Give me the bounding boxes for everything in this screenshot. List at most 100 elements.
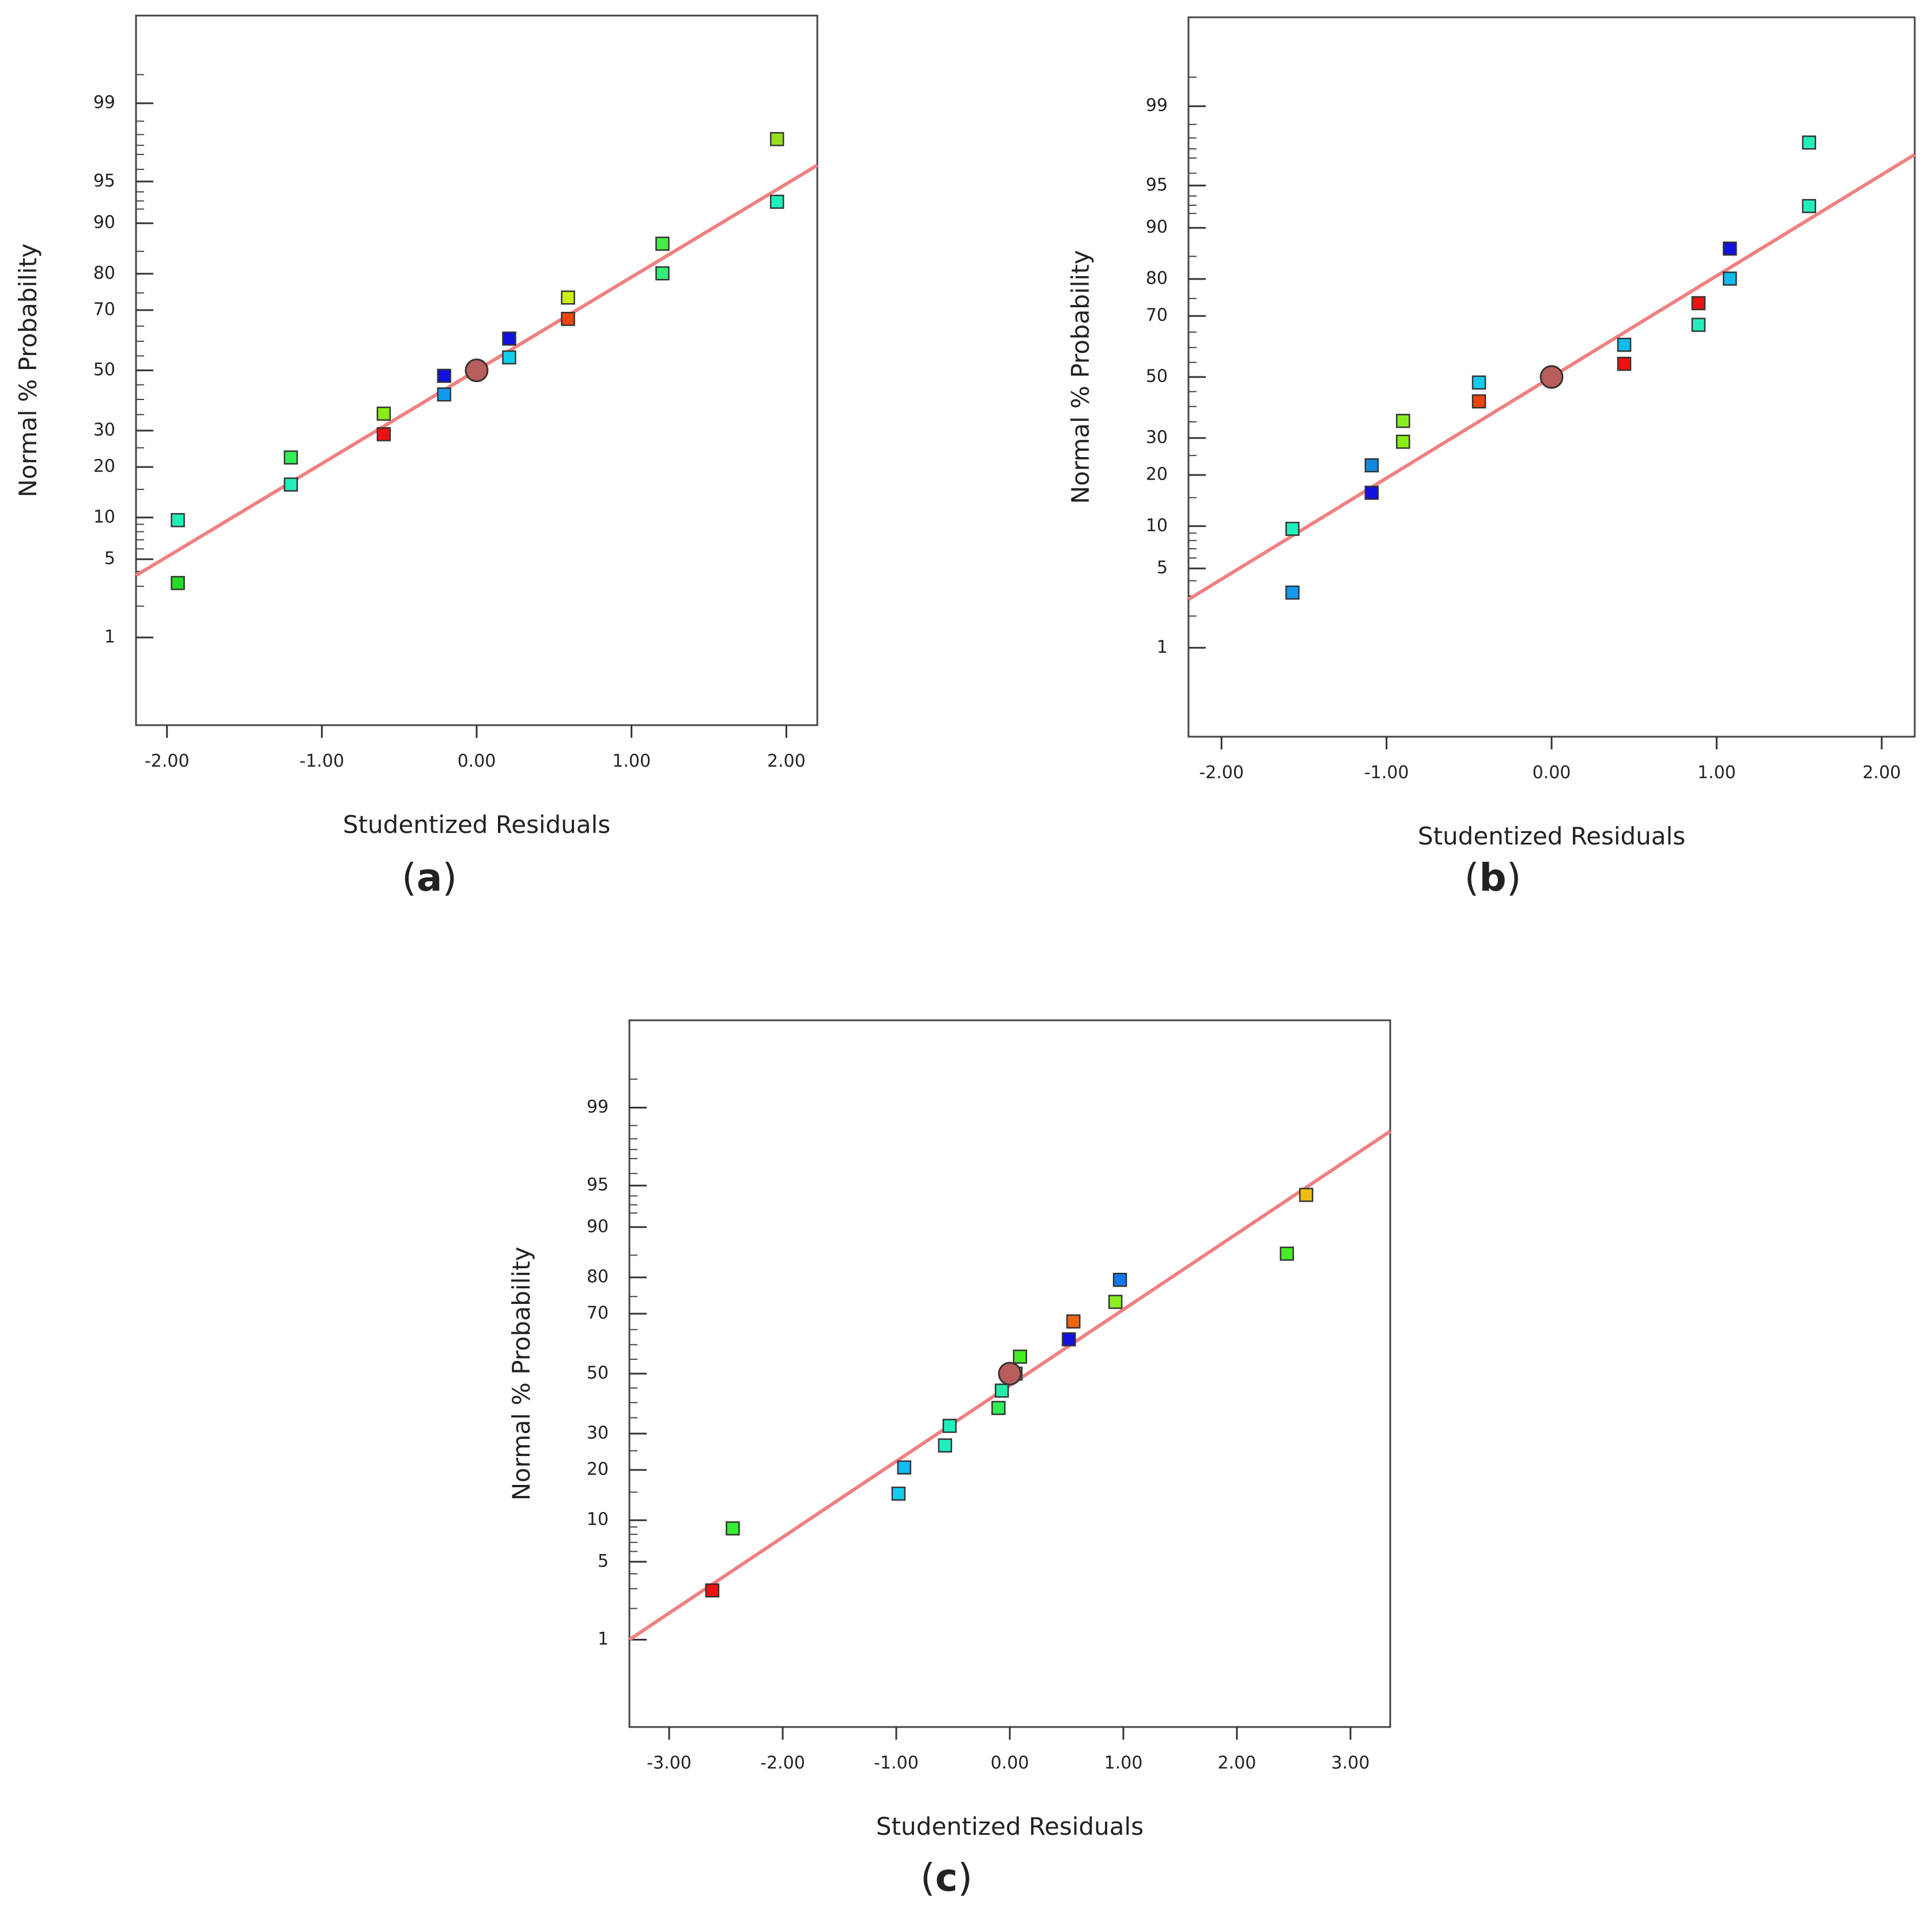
y-tick-label: 90 — [1146, 217, 1168, 237]
data-point — [284, 477, 298, 492]
panel-caption: (b) — [1465, 855, 1522, 900]
data-point — [284, 450, 298, 465]
x-tick-label: 2.00 — [767, 751, 806, 771]
y-tick-label: 95 — [1146, 175, 1168, 195]
data-point — [726, 1521, 740, 1536]
caption-paren-close: ) — [442, 855, 457, 900]
caption-paren-open: ( — [402, 855, 417, 900]
x-tick-label: -3.00 — [647, 1753, 692, 1773]
y-tick-label: 5 — [598, 1551, 609, 1571]
data-point — [769, 132, 784, 146]
data-point — [1280, 1246, 1294, 1261]
x-tick-label: 3.00 — [1331, 1753, 1370, 1773]
y-axis-title: Normal % Probability — [1066, 250, 1095, 504]
y-tick-label: 5 — [1157, 558, 1168, 578]
caption-paren-open: ( — [1465, 855, 1480, 900]
y-tick-label: 95 — [587, 1175, 609, 1195]
x-tick-label: 2.00 — [1218, 1753, 1256, 1773]
x-tick-label: 1.00 — [1104, 1753, 1143, 1773]
y-tick-label: 50 — [587, 1363, 609, 1383]
y-tick-label: 30 — [1146, 427, 1168, 447]
chart-panel-c: 1 5 10 20 30 50 70 80 90 95 99 -3.00 -2.00 -1.00 0.00 1… — [507, 1019, 1391, 1900]
centroid-marker — [998, 1362, 1022, 1386]
data-point — [1285, 522, 1300, 536]
y-axis-title: Normal % Probability — [14, 243, 42, 497]
data-point — [891, 1486, 906, 1501]
data-point — [1471, 375, 1486, 390]
y-tick-label: 80 — [1146, 269, 1168, 289]
data-point — [171, 513, 185, 527]
y-axis-title: Normal % Probability — [507, 1247, 535, 1501]
data-point — [1013, 1349, 1027, 1364]
data-point — [502, 331, 516, 346]
panel-caption: (c) — [920, 1856, 973, 1900]
x-tick-label: 0.00 — [991, 1753, 1029, 1773]
centroid-marker — [465, 359, 489, 382]
data-point — [705, 1583, 720, 1598]
caption-label: a — [417, 855, 443, 900]
x-tick-label: 0.00 — [1533, 763, 1571, 783]
data-point — [1691, 296, 1706, 311]
data-point — [994, 1383, 1009, 1398]
y-tick-label: 90 — [93, 213, 115, 233]
data-point — [1396, 413, 1410, 428]
y-tick-label: 20 — [1146, 464, 1168, 484]
x-tick-label: 0.00 — [458, 751, 496, 771]
x-tick-label: -1.00 — [874, 1753, 919, 1773]
data-point — [1062, 1332, 1076, 1347]
x-axis-title: Studentized Residuals — [1418, 822, 1685, 850]
data-point — [655, 266, 670, 281]
data-point — [769, 194, 784, 209]
y-tick-label: 1 — [598, 1629, 609, 1649]
y-tick-label: 90 — [587, 1216, 609, 1236]
y-tick-label: 99 — [587, 1097, 609, 1117]
data-point — [942, 1419, 957, 1433]
data-point — [1617, 337, 1632, 352]
y-tick-label: 1 — [104, 627, 115, 647]
y-tick-label: 99 — [1146, 96, 1168, 116]
data-point — [1802, 199, 1816, 213]
data-point — [1364, 458, 1379, 473]
y-tick-label: 10 — [1146, 515, 1168, 536]
y-tick-label: 80 — [587, 1267, 609, 1287]
y-tick-label: 50 — [93, 360, 115, 380]
data-point — [437, 387, 451, 402]
chart-panel-a: 1 5 10 20 30 50 70 80 90 95 99 -2.00 -1.00 0.00 1.00 2.… — [14, 14, 818, 900]
data-point — [1723, 242, 1737, 256]
data-point — [171, 576, 185, 590]
data-point — [1066, 1314, 1081, 1329]
data-point — [1396, 435, 1410, 449]
caption-label: b — [1479, 855, 1506, 900]
caption-paren-close: ) — [958, 1856, 973, 1900]
data-point — [938, 1438, 952, 1453]
y-tick-label: 30 — [93, 420, 115, 440]
data-point — [502, 350, 516, 365]
y-tick-label: 50 — [1146, 367, 1168, 387]
data-point — [1617, 356, 1632, 371]
x-axis-title: Studentized Residuals — [343, 810, 610, 839]
data-point — [1364, 485, 1379, 500]
data-point — [1299, 1187, 1314, 1202]
x-axis-title: Studentized Residuals — [876, 1812, 1144, 1841]
data-point — [1285, 585, 1300, 600]
x-tick-label: -2.00 — [760, 1753, 805, 1773]
y-tick-label: 30 — [587, 1423, 609, 1443]
y-tick-label: 10 — [587, 1510, 609, 1530]
data-point — [991, 1401, 1006, 1415]
data-point — [1691, 318, 1706, 332]
x-tick-label: -1.00 — [1364, 763, 1409, 783]
data-point — [437, 368, 451, 383]
caption-paren-open: ( — [920, 1856, 935, 1900]
x-tick-label: 2.00 — [1862, 763, 1901, 783]
data-point — [376, 427, 391, 442]
x-tick-label: -2.00 — [145, 751, 190, 771]
data-point — [376, 406, 391, 421]
caption-paren-close: ) — [1507, 855, 1522, 900]
x-tick-label: 1.00 — [612, 751, 651, 771]
data-point — [561, 311, 575, 326]
data-point — [1108, 1295, 1123, 1309]
data-point — [1471, 394, 1486, 409]
y-tick-label: 70 — [587, 1303, 609, 1323]
x-tick-label: -1.00 — [300, 751, 345, 771]
